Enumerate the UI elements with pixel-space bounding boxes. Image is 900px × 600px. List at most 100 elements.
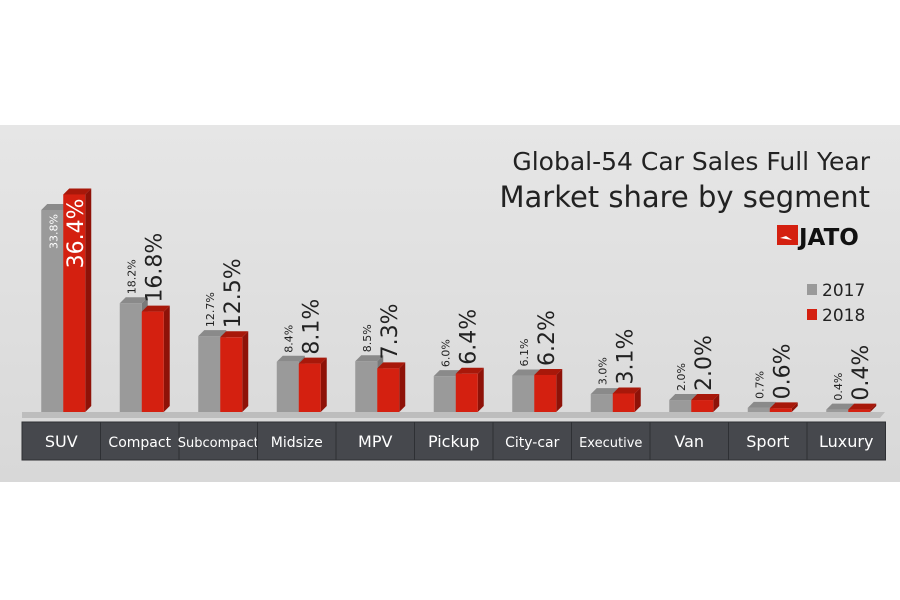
category-label-midsize: Midsize [271,435,323,451]
bar-2017-Subcompact [198,336,221,412]
data-label-2018-Sport: 0.6% [771,344,796,400]
bar-2017-MPV [355,361,378,412]
category-cell [649,421,729,461]
category-label-sport: Sport [746,432,789,451]
category-label-compact: Compact [108,435,171,451]
bar-2018-MPV [377,368,400,412]
category-label-subcompact: Subcompact [178,436,259,451]
bar-side-2018-Executive [634,387,641,412]
bar-2018-SUV [63,194,86,412]
data-label-2018-SUV: 36.4% [64,198,89,268]
bar-2017-Sport [747,407,770,412]
bar-2017-City-car [512,375,535,412]
bar-top-2017-Compact [119,297,148,304]
data-label-2017-Subcompact: 12.7% [204,292,217,327]
bar-2017-Pickup [433,376,456,412]
category-cell [257,421,337,461]
bar-top-2017-Executive [590,388,619,395]
bar-top-2017-Luxury [826,403,855,410]
bar-2018-Midsize [298,363,321,412]
bar-top-2017-City-car [512,369,541,376]
legend-swatch-2017 [807,284,817,295]
legend-swatch-2018 [807,309,817,320]
legend: 2017 2018 [807,281,865,326]
bar-2018-City-car [534,374,557,412]
category-label-luxury: Luxury [819,432,873,451]
data-label-2018-Pickup: 6.4% [457,309,482,365]
legend-label-2017: 2017 [822,281,865,301]
bar-2018-Luxury [848,409,871,412]
data-label-2017-Executive: 3.0% [597,357,610,385]
bar-top-2017-MPV [355,355,384,362]
jato-logo-icon [777,225,798,245]
data-label-2017-City-car: 6.1% [518,339,531,367]
data-label-2018-Compact: 16.8% [143,233,168,303]
category-label-city-car: City-car [505,435,560,451]
data-label-2017-Pickup: 6.0% [440,339,453,367]
bar-side-2018-Midsize [320,357,327,412]
category-cell [414,421,494,461]
bar-top-2018-Luxury [848,403,877,410]
chart-title: Global-54 Car Sales Full Year [512,147,870,176]
category-label-van: Van [674,432,704,451]
data-label-2018-Van: 2.0% [692,335,717,391]
chart-subtitle: Market share by segment [499,180,870,214]
bar-2018-Subcompact [220,337,243,412]
bar-top-2017-Sport [747,401,776,408]
data-label-2017-Compact: 18.2% [126,259,139,294]
data-label-2017-Van: 2.0% [675,363,688,391]
jato-logo-arrow-icon [780,233,795,240]
data-label-2018-City-car: 6.2% [535,310,560,366]
bar-top-2017-Pickup [433,370,462,377]
bar-top-2018-City-car [534,368,563,375]
jato-logo: JATO [777,225,859,251]
category-cell [100,421,180,461]
bar-side-2018-City-car [556,368,563,412]
bar-2018-Van [691,400,714,412]
bar-side-2018-Van [713,394,720,412]
bar-top-2018-Executive [612,387,641,394]
category-label-executive: Executive [579,436,642,451]
category-cell [728,421,808,461]
category-label-mpv: MPV [358,432,392,451]
bar-side-2018-Compact [163,305,170,412]
data-label-2017-Luxury: 0.4% [832,373,845,401]
bar-top-2018-Pickup [455,367,484,374]
bar-2018-Pickup [455,373,478,412]
category-cell [178,421,258,461]
bar-side-2018-MPV [399,362,406,412]
data-label-2017-Sport: 0.7% [754,371,767,399]
data-label-2018-Midsize: 8.1% [300,299,325,355]
category-cell [492,421,572,461]
bar-top-2018-Subcompact [220,331,249,338]
bar-top-2017-SUV [41,204,70,210]
category-cell [21,421,101,461]
bar-top-2018-Compact [141,305,170,312]
bar-top-2018-Van [691,394,720,401]
bar-2017-Van [669,400,692,412]
bar-2017-SUV [41,210,64,412]
data-label-2017-MPV: 8.5% [361,324,374,352]
data-label-2017-Midsize: 8.4% [283,325,296,353]
bar-top-2018-Sport [769,402,798,409]
bar-2017-Compact [119,303,142,412]
bar-side-2018-Pickup [477,367,484,412]
bar-2018-Sport [769,408,792,412]
floor [22,412,885,418]
data-label-2018-Luxury: 0.4% [849,345,874,401]
data-label-2017-SUV: 33.8% [47,214,60,249]
category-cell [806,421,886,461]
data-label-2018-Subcompact: 12.5% [221,258,246,328]
data-label-2018-Executive: 3.1% [614,329,639,385]
bar-top-2018-MPV [377,362,406,369]
jato-logo-text: JATO [797,225,859,251]
bar-side-2018-SUV [85,188,92,412]
bar-top-2018-SUV [63,188,92,195]
category-label-pickup: Pickup [428,432,480,451]
category-label-suv: SUV [45,432,78,451]
bar-top-2018-Midsize [298,357,327,364]
bar-2018-Compact [141,311,164,412]
bar-side-2018-Subcompact [242,331,249,412]
